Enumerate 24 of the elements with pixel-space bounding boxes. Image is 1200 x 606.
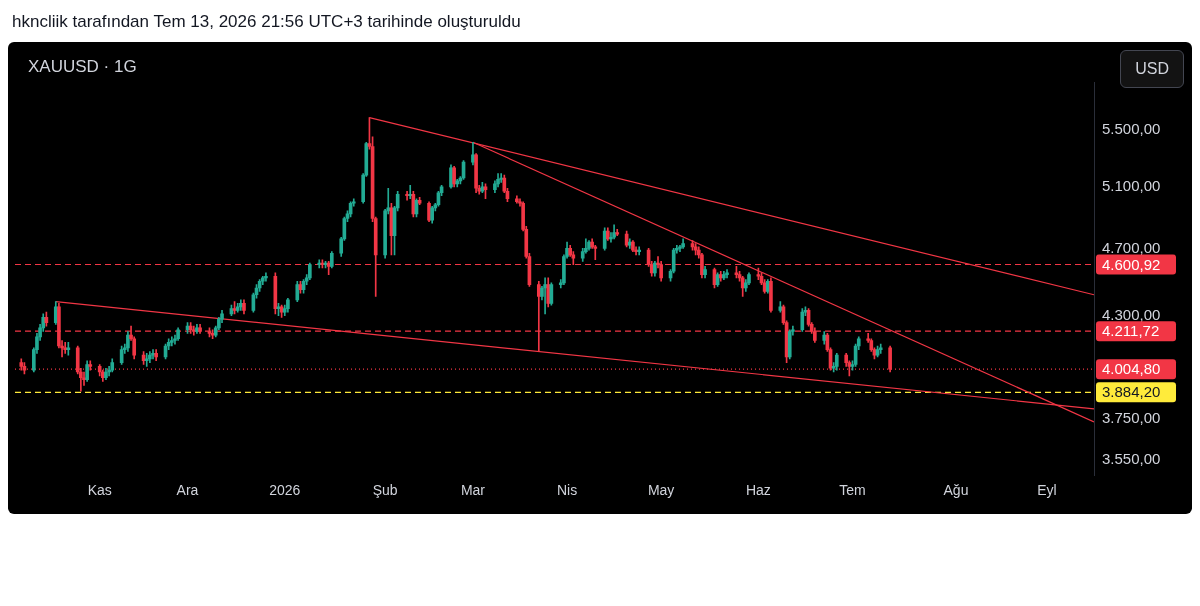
x-tick-label: Eyl (1037, 482, 1057, 499)
ref-line-label: 3.884,20 (1102, 383, 1161, 401)
x-tick-label: Tem (839, 482, 866, 499)
text: USD (1120, 50, 1184, 88)
x-tick-label: May (647, 482, 675, 499)
x-tick-label: Ara (176, 482, 199, 499)
y-tick-label: 5.100,00 (1102, 176, 1161, 194)
y-tick-label: 5.500,00 (1102, 119, 1161, 137)
y-tick-label: 3.550,00 (1102, 450, 1161, 468)
x-tick-label: Mar (460, 482, 486, 499)
x-tick-label: Şub (372, 482, 398, 499)
x-tick-label: Haz (745, 482, 771, 499)
x-tick-label: Ağu (943, 482, 969, 499)
ref-line-label: 4.211,72 (1102, 322, 1160, 340)
chart-title: hkncliik tarafından Tem 13, 2026 21:56 UTC+3 tarihinde oluşturuldu (12, 12, 521, 32)
y-tick-label: 4.700,00 (1102, 238, 1161, 256)
chart-subtitle: XAUUSD · 1G (28, 57, 137, 77)
x-tick-label: 2026 (269, 482, 301, 499)
x-tick-label: Kas (87, 482, 112, 499)
x-tick-label: Nis (556, 482, 578, 499)
ref-line-label: 4.600,92 (1102, 255, 1161, 273)
y-tick-label: 3.750,00 (1102, 408, 1161, 426)
y-tick-label: 4.300,00 (1102, 305, 1161, 323)
ref-line-label: 4.004,80 (1102, 360, 1161, 378)
